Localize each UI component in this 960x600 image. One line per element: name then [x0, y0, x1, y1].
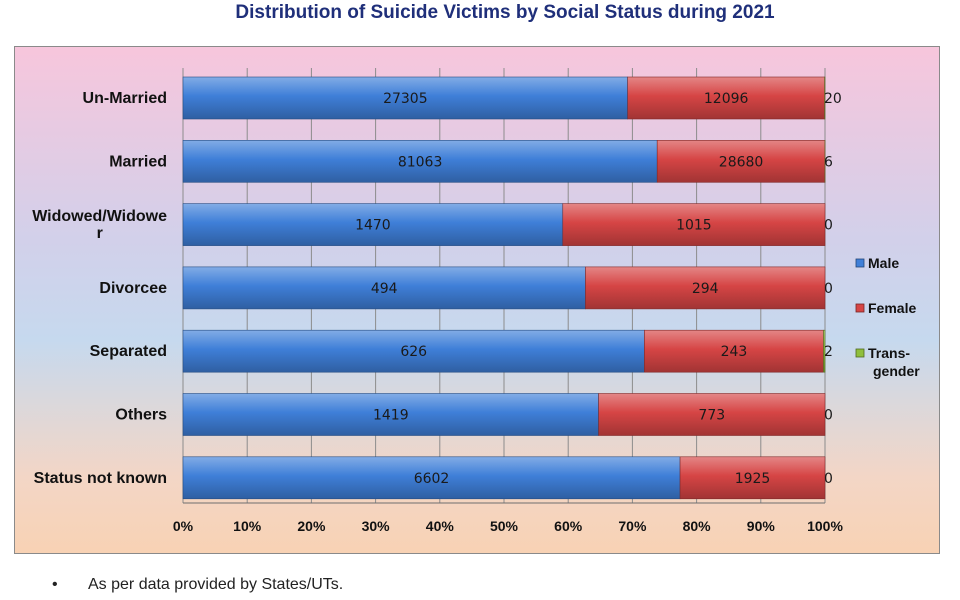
data-label-status-not-known-male: 6602 — [414, 471, 450, 487]
x-tick-label-20-2: 20% — [297, 518, 326, 534]
chart-svg: 0% 10% 20% 30% 40% 50% 60% 70% 80% 90% 100% 27305 12… — [32, 68, 920, 534]
x-tick-label-50-5: 50% — [490, 518, 519, 534]
bar-separated-female — [644, 329, 824, 373]
data-label-married-trans-gender: 6 — [824, 154, 833, 170]
bar-un-married-female — [627, 76, 825, 120]
data-label-status-not-known-female: 1925 — [735, 471, 771, 487]
bar-status-not-known-female — [679, 456, 826, 500]
bar-divorcee-female — [585, 266, 826, 310]
x-tick-label-80-8: 80% — [683, 518, 712, 534]
data-label-divorcee-female: 294 — [692, 281, 719, 297]
bar-separated-trans-gender — [823, 329, 826, 373]
data-label-widowed-widower-female: 1015 — [676, 218, 712, 234]
data-label-divorcee-male: 494 — [371, 281, 398, 297]
data-label-separated-female: 243 — [721, 344, 748, 360]
x-tick-label-100-10: 100% — [807, 518, 843, 534]
footnote-text: As per data provided by States/UTs. — [88, 576, 344, 593]
footnote-bullet: • — [52, 576, 58, 593]
data-label-separated-male: 626 — [400, 344, 427, 360]
bar-others-male — [182, 393, 599, 436]
data-label-married-male: 81063 — [398, 154, 443, 170]
x-tick-label-70-7: 70% — [618, 518, 647, 534]
data-label-others-female: 773 — [698, 408, 725, 424]
legend-swatch-male — [855, 258, 865, 268]
category-label-divorcee: Divorcee — [99, 280, 167, 297]
data-label-widowed-widower-male: 1470 — [355, 218, 391, 234]
x-tick-label-90-9: 90% — [747, 518, 776, 534]
x-tick-label-40-4: 40% — [426, 518, 455, 534]
data-label-others-male: 1419 — [373, 408, 409, 424]
category-label-un-married: Un-Married — [83, 90, 167, 107]
legend-label-trans-gender-line-0: Trans- — [868, 345, 910, 361]
data-label-widowed-widower-trans-gender: 0 — [824, 218, 833, 234]
bar-others-female — [598, 393, 826, 436]
legend-swatch-trans-gender — [855, 348, 865, 358]
category-label-others: Others — [115, 407, 167, 424]
category-label-widowed-widower-line-0: Widowed/Widowe — [32, 208, 167, 225]
data-label-separated-trans-gender: 2 — [824, 344, 833, 360]
category-label-separated: Separated — [90, 343, 167, 360]
data-label-un-married-female: 12096 — [704, 91, 749, 107]
data-label-married-female: 28680 — [719, 154, 764, 170]
chart-title: Distribution of Suicide Victims by Socia… — [235, 2, 775, 23]
legend-label-female: Female — [868, 300, 916, 316]
legend-swatch-female — [855, 303, 865, 313]
bar-married-male — [182, 140, 658, 183]
x-tick-label-10-1: 10% — [233, 518, 262, 534]
x-tick-label-60-6: 60% — [554, 518, 583, 534]
legend-label-male: Male — [868, 255, 899, 271]
category-label-widowed-widower-line-1: r — [97, 225, 103, 242]
category-label-married: Married — [109, 153, 167, 170]
data-label-un-married-trans-gender: 20 — [824, 91, 842, 107]
bar-status-not-known-male — [182, 456, 681, 500]
data-label-un-married-male: 27305 — [383, 91, 428, 107]
data-label-status-not-known-trans-gender: 0 — [824, 471, 833, 487]
data-label-others-trans-gender: 0 — [824, 408, 833, 424]
legend-label-trans-gender-line-1: gender — [873, 363, 920, 379]
data-label-divorcee-trans-gender: 0 — [824, 281, 833, 297]
x-tick-label-0-0: 0% — [173, 518, 194, 534]
bar-widowed-widower-male — [182, 203, 564, 246]
category-label-status-not-known: Status not known — [34, 470, 167, 487]
bar-divorcee-male — [182, 266, 586, 310]
x-tick-label-30-3: 30% — [362, 518, 391, 534]
bar-separated-male — [182, 329, 645, 373]
bar-widowed-widower-female — [562, 203, 826, 246]
bar-married-female — [656, 140, 826, 183]
footnote: • As per data provided by States/UTs. — [52, 576, 343, 594]
bar-un-married-male — [182, 76, 628, 120]
